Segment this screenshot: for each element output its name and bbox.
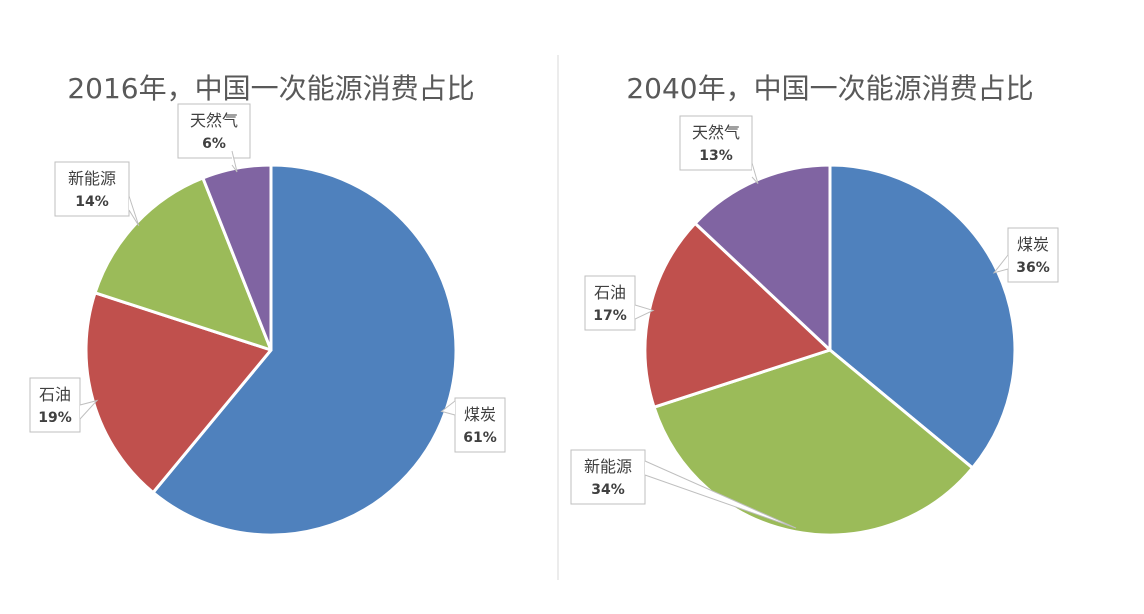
chart-title-2040: 2040年，中国一次能源消费占比	[626, 72, 1033, 105]
data-label-value: 34%	[591, 482, 625, 498]
data-label-pointer	[79, 399, 99, 420]
data-label-box	[454, 397, 506, 453]
data-label-value: 19%	[38, 410, 72, 426]
pie-chart-2016: 2016年，中国一次能源消费占比 煤炭 61% 石油 19% 新能源 14% 天然气 6%	[29, 72, 506, 537]
data-label-pointer	[231, 150, 238, 173]
data-label-category: 新能源	[584, 457, 632, 476]
chart-title-2016: 2016年，中国一次能源消费占比	[67, 72, 474, 105]
data-label-category: 石油	[39, 385, 71, 404]
data-label-box	[177, 103, 251, 159]
data-label-pointer	[440, 400, 456, 416]
data-label-box	[584, 275, 636, 331]
data-label-pointer	[128, 195, 140, 227]
data-label-oil: 石油 19%	[29, 377, 99, 433]
data-label-box	[679, 115, 753, 171]
data-label-box	[570, 449, 646, 505]
data-label-natural-gas: 天然气 13%	[679, 115, 759, 184]
data-label-category: 天然气	[190, 111, 238, 130]
pie-slice-new-energy	[652, 348, 975, 537]
data-label-value: 61%	[463, 430, 497, 446]
data-label-category: 石油	[594, 283, 626, 302]
data-label-value: 14%	[75, 194, 109, 210]
data-label-coal: 煤炭 36%	[992, 227, 1059, 283]
data-label-pointer	[751, 162, 759, 184]
data-label-category: 新能源	[68, 169, 116, 188]
data-label-new-energy: 新能源 34%	[570, 449, 797, 529]
data-label-box	[29, 377, 81, 433]
data-label-value: 36%	[1016, 260, 1050, 276]
data-label-category: 煤炭	[464, 405, 496, 424]
data-label-category: 天然气	[692, 123, 740, 142]
data-label-coal: 煤炭 61%	[440, 397, 506, 453]
data-label-natural-gas: 天然气 6%	[177, 103, 251, 173]
pie-chart-2040: 2040年，中国一次能源消费占比 煤炭 36% 新能源 34% 石油 17% 天然气 13%	[570, 72, 1059, 537]
data-label-oil: 石油 17%	[584, 275, 655, 331]
data-label-box	[54, 161, 130, 217]
pie-slice-new-energy	[93, 176, 273, 352]
data-label-value: 17%	[593, 308, 627, 324]
data-label-pointer	[992, 254, 1009, 274]
data-label-pointer	[634, 304, 655, 320]
data-label-value: 13%	[699, 148, 733, 164]
data-label-pointer	[644, 460, 797, 529]
data-label-category: 煤炭	[1017, 235, 1049, 254]
data-label-new-energy: 新能源 14%	[54, 161, 140, 227]
data-label-value: 6%	[202, 136, 226, 152]
